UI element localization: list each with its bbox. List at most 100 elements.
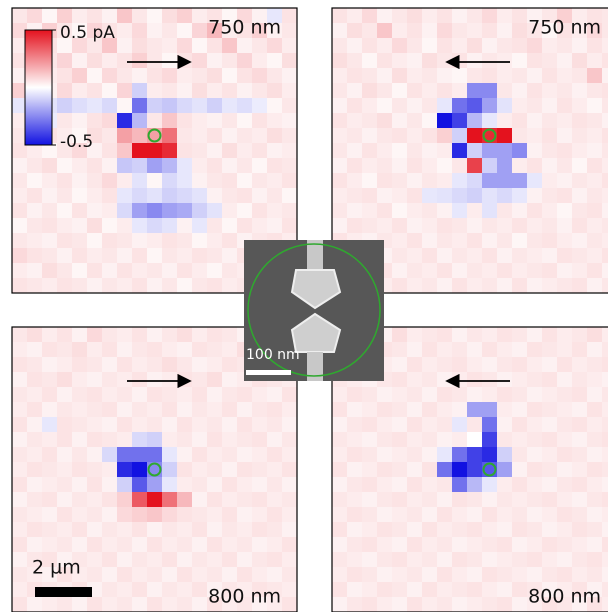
heatmap-cell xyxy=(467,507,482,522)
heatmap-cell xyxy=(587,68,602,83)
heatmap-cell xyxy=(602,188,608,203)
heatmap-cell xyxy=(57,387,72,402)
heatmap-cell xyxy=(222,158,237,173)
heatmap-cell xyxy=(497,158,512,173)
heatmap-cell xyxy=(392,23,407,38)
heatmap-cell xyxy=(437,402,452,417)
heatmap-cell xyxy=(347,38,362,53)
heatmap-cell xyxy=(422,597,437,612)
heatmap-cell xyxy=(222,477,237,492)
heatmap-cell xyxy=(162,218,177,233)
heatmap-cell xyxy=(557,53,572,68)
heatmap-cell xyxy=(192,218,207,233)
heatmap-cell xyxy=(42,218,57,233)
heatmap-cell xyxy=(407,23,422,38)
heatmap-cell xyxy=(392,158,407,173)
heatmap-cell xyxy=(392,567,407,582)
heatmap-cell xyxy=(332,582,347,597)
heatmap-cell xyxy=(347,582,362,597)
heatmap-cell xyxy=(192,417,207,432)
heatmap-cell xyxy=(422,203,437,218)
heatmap-cell xyxy=(422,447,437,462)
heatmap-cell xyxy=(57,158,72,173)
heatmap-cell xyxy=(542,128,557,143)
heatmap-cell xyxy=(497,447,512,462)
heatmap-cell xyxy=(117,98,132,113)
heatmap-cell xyxy=(347,552,362,567)
heatmap-cell xyxy=(392,372,407,387)
heatmap-cell xyxy=(267,462,282,477)
heatmap-cell xyxy=(407,263,422,278)
heatmap-cell xyxy=(392,507,407,522)
heatmap-cell xyxy=(347,53,362,68)
heatmap-cell xyxy=(437,83,452,98)
heatmap-cell xyxy=(467,417,482,432)
heatmap-cell xyxy=(452,83,467,98)
heatmap-cell xyxy=(407,447,422,462)
heatmap-cell xyxy=(132,113,147,128)
heatmap-cell xyxy=(392,173,407,188)
heatmap-cell xyxy=(482,552,497,567)
heatmap-cell xyxy=(237,402,252,417)
heatmap-cell xyxy=(42,417,57,432)
heatmap-cell xyxy=(572,158,587,173)
heatmap-cell xyxy=(72,537,87,552)
heatmap-cell xyxy=(452,507,467,522)
heatmap-cell xyxy=(407,83,422,98)
heatmap-cell xyxy=(377,68,392,83)
heatmap-cell xyxy=(407,113,422,128)
heatmap-cell xyxy=(207,68,222,83)
heatmap-cell xyxy=(467,8,482,23)
heatmap-cell xyxy=(542,402,557,417)
heatmap-cell xyxy=(392,188,407,203)
heatmap-cell xyxy=(482,23,497,38)
heatmap-cell xyxy=(437,263,452,278)
heatmap-cell xyxy=(362,188,377,203)
heatmap-cell xyxy=(587,188,602,203)
heatmap-cell xyxy=(557,342,572,357)
heatmap-cell xyxy=(12,582,27,597)
heatmap-cell xyxy=(467,477,482,492)
heatmap-cell xyxy=(192,387,207,402)
heatmap-cell xyxy=(557,432,572,447)
heatmap-cell xyxy=(267,402,282,417)
heatmap-cell xyxy=(587,567,602,582)
heatmap-cell xyxy=(347,203,362,218)
heatmap-cell xyxy=(332,143,347,158)
heatmap-cell xyxy=(497,173,512,188)
heatmap-cell xyxy=(347,173,362,188)
heatmap-cell xyxy=(267,128,282,143)
heatmap-cell xyxy=(512,53,527,68)
heatmap-cell xyxy=(177,597,192,612)
heatmap-cell xyxy=(117,582,132,597)
heatmap-cell xyxy=(57,68,72,83)
heatmap-cell xyxy=(512,507,527,522)
heatmap-cell xyxy=(602,492,608,507)
heatmap-cell xyxy=(527,402,542,417)
heatmap-cell xyxy=(482,432,497,447)
heatmap-cell xyxy=(527,83,542,98)
heatmap-cell xyxy=(147,522,162,537)
heatmap-cell xyxy=(587,83,602,98)
heatmap-cell xyxy=(422,507,437,522)
heatmap-cell xyxy=(557,447,572,462)
heatmap-cell xyxy=(12,417,27,432)
heatmap-cell xyxy=(467,188,482,203)
heatmap-cell xyxy=(72,83,87,98)
heatmap-cell xyxy=(282,552,297,567)
heatmap-cell xyxy=(162,8,177,23)
heatmap-cell xyxy=(147,233,162,248)
heatmap-cell xyxy=(207,492,222,507)
heatmap-cell xyxy=(192,327,207,342)
heatmap-cell xyxy=(467,263,482,278)
heatmap-cell xyxy=(132,158,147,173)
scale-bar-label: 2 µm xyxy=(32,557,81,579)
heatmap-cell xyxy=(407,357,422,372)
heatmap-cell xyxy=(557,417,572,432)
heatmap-cell xyxy=(27,158,42,173)
heatmap-cell xyxy=(132,128,147,143)
heatmap-cell xyxy=(392,203,407,218)
heatmap-cell xyxy=(452,143,467,158)
heatmap-cell xyxy=(87,357,102,372)
heatmap-cell xyxy=(132,582,147,597)
